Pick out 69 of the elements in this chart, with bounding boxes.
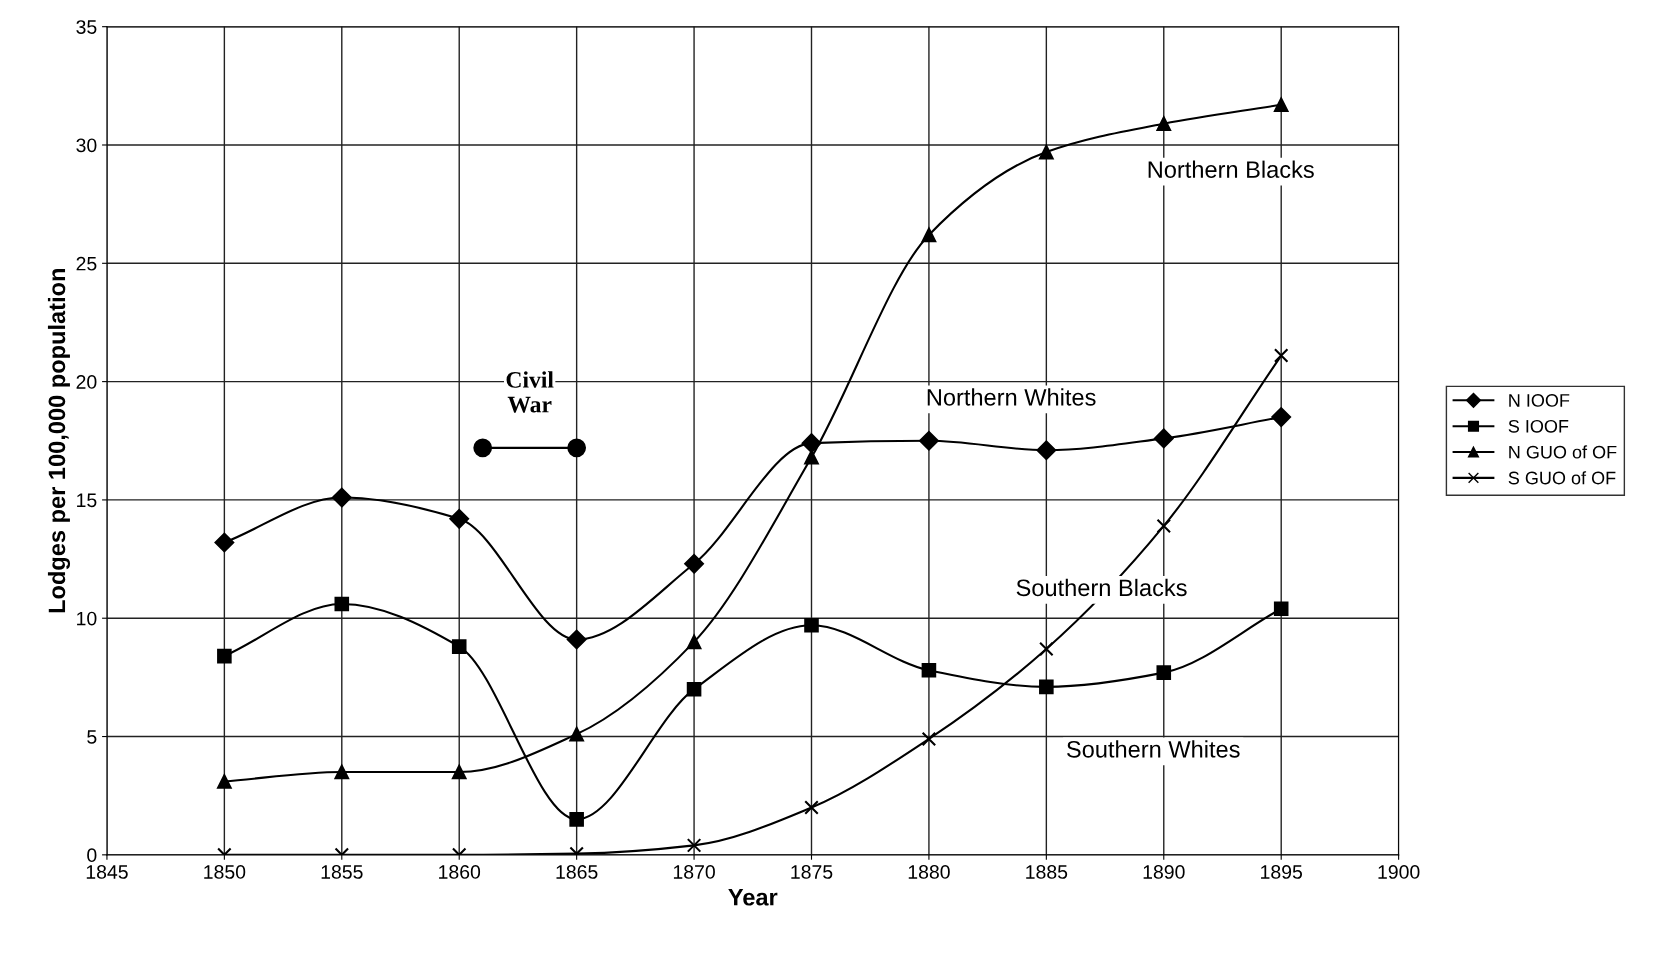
x-axis-title: Year [728, 889, 778, 906]
point [1156, 116, 1172, 131]
point [686, 634, 702, 650]
point [217, 774, 232, 789]
y-tick-label: 0 [87, 848, 97, 863]
y-tick-label: 25 [76, 256, 97, 271]
point [451, 639, 467, 654]
point [1271, 407, 1292, 427]
x-tick-label: 1885 [1026, 865, 1068, 879]
y-tick-label: 10 [77, 611, 97, 626]
point [1156, 665, 1172, 680]
annotation: Northern Blacks [1148, 160, 1314, 178]
y-tick-label: 15 [77, 493, 97, 508]
point [214, 532, 235, 553]
x-tick-label: 1865 [556, 865, 598, 879]
x-tick-label: 1855 [321, 865, 363, 879]
x-tick-label: 1900 [1378, 865, 1420, 879]
point [1273, 601, 1289, 617]
point [804, 450, 819, 465]
legend-label: N GUO of OF [1509, 445, 1617, 459]
x-tick-label: 1860 [439, 865, 481, 879]
point [331, 487, 352, 508]
point [1273, 97, 1289, 113]
y-tick-label: 35 [76, 20, 97, 34]
point [686, 681, 702, 697]
point [566, 629, 587, 650]
point [473, 438, 493, 458]
point [217, 648, 232, 664]
annotation: Civil War [506, 371, 554, 413]
point [569, 726, 584, 742]
point [449, 508, 470, 529]
y-tick-label: 20 [76, 375, 97, 389]
point [334, 596, 350, 612]
legend-label: S IOOF [1508, 419, 1569, 433]
point [334, 764, 350, 780]
point [1039, 144, 1054, 160]
point [569, 812, 584, 827]
annotation: Southern Blacks [1016, 578, 1187, 597]
point [804, 618, 819, 633]
annotation: Southern Whites [1067, 740, 1240, 758]
point [1273, 348, 1289, 363]
legend-label: S GUO of OF [1508, 471, 1616, 485]
x-tick-label: 1870 [673, 865, 715, 879]
point [451, 764, 467, 780]
x-tick-label: 1875 [791, 865, 833, 879]
point [921, 662, 937, 678]
point [567, 438, 587, 458]
x-tick-label: 1845 [86, 865, 128, 879]
legend-label: N IOOF [1509, 394, 1570, 407]
point [1153, 428, 1174, 449]
y-tick-label: 5 [87, 730, 97, 744]
point [1036, 440, 1057, 461]
point [1156, 518, 1172, 534]
y-axis-title: Lodges per 100,000 population [47, 269, 71, 613]
point [684, 553, 704, 574]
annotation: Northern Whites [927, 388, 1096, 406]
x-tick-label: 1895 [1261, 865, 1303, 879]
point [801, 433, 822, 454]
point [921, 731, 937, 747]
point [921, 227, 937, 243]
x-tick-label: 1880 [908, 865, 950, 879]
y-tick-label: 30 [76, 138, 97, 153]
x-tick-label: 1890 [1143, 865, 1185, 879]
point [1039, 679, 1054, 695]
x-tick-label: 1850 [204, 865, 246, 879]
point [804, 800, 819, 815]
point [686, 838, 702, 853]
point [1039, 641, 1054, 657]
point [919, 430, 939, 451]
